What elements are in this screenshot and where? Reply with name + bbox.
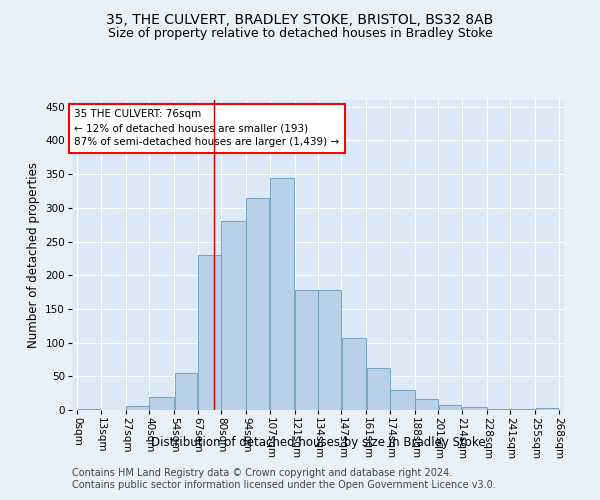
Bar: [341, 338, 366, 410]
Bar: [270, 178, 295, 410]
Text: Contains HM Land Registry data © Crown copyright and database right 2024.: Contains HM Land Registry data © Crown c…: [72, 468, 452, 477]
Text: Size of property relative to detached houses in Bradley Stoke: Size of property relative to detached ho…: [107, 28, 493, 40]
Bar: [221, 222, 246, 410]
Bar: [247, 198, 269, 410]
Bar: [175, 373, 197, 410]
Bar: [318, 290, 341, 410]
Bar: [390, 390, 415, 410]
Text: 35 THE CULVERT: 76sqm
← 12% of detached houses are smaller (193)
87% of semi-det: 35 THE CULVERT: 76sqm ← 12% of detached …: [74, 110, 340, 148]
Bar: [126, 406, 149, 410]
Text: Distribution of detached houses by size in Bradley Stoke: Distribution of detached houses by size …: [151, 436, 485, 449]
Bar: [536, 408, 559, 410]
Bar: [149, 396, 174, 410]
Text: 35, THE CULVERT, BRADLEY STOKE, BRISTOL, BS32 8AB: 35, THE CULVERT, BRADLEY STOKE, BRISTOL,…: [106, 12, 494, 26]
Bar: [415, 399, 438, 410]
Bar: [487, 408, 510, 410]
Y-axis label: Number of detached properties: Number of detached properties: [27, 162, 40, 348]
Bar: [77, 408, 100, 410]
Bar: [295, 290, 318, 410]
Bar: [367, 368, 389, 410]
Bar: [462, 408, 487, 410]
Bar: [198, 255, 221, 410]
Bar: [439, 406, 461, 410]
Text: Contains public sector information licensed under the Open Government Licence v3: Contains public sector information licen…: [72, 480, 496, 490]
